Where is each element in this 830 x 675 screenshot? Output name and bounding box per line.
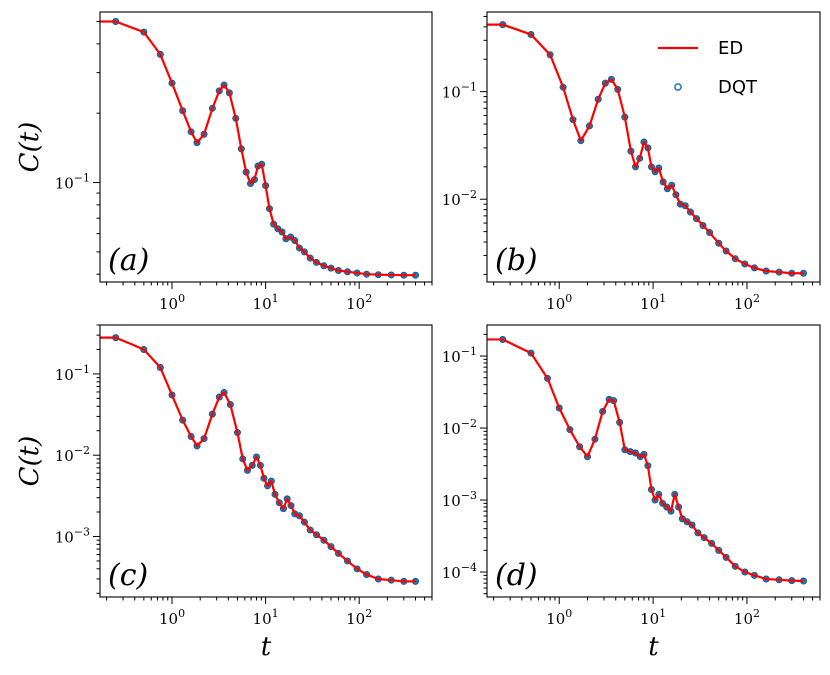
panel-label: (b): [495, 243, 538, 278]
ed-line: [487, 338, 804, 583]
y-axis-label: C(t): [15, 122, 45, 173]
y-tick-label: 10−1: [442, 345, 477, 366]
axes-frame: [99, 324, 433, 598]
axes-frame: [486, 324, 821, 598]
plot-area: [100, 18, 420, 279]
y-tick-label: 10−2: [55, 444, 90, 465]
axes-frame: [486, 11, 821, 283]
panel-c: 100 101 102 10−1 10−2 10−3 (c) C(t) t: [15, 324, 433, 662]
axes-frame: [99, 11, 433, 283]
ed-line: [487, 23, 804, 275]
y-tick-label: 10−4: [442, 561, 477, 582]
panel-b: 100 101 102 10−1 10−2 (b) ED DQT: [442, 11, 821, 313]
ed-line: [100, 20, 416, 277]
x-tick-label: 100: [159, 292, 185, 313]
plot-area: [487, 335, 807, 585]
panel-d: 100 101 102 10−1 10−2 10−3 10−4 (d) t: [442, 324, 821, 662]
x-tick-label: 100: [159, 607, 185, 628]
x-tick-label: 102: [734, 292, 760, 313]
y-tick-label: 10−1: [55, 172, 90, 193]
panel-label: (d): [495, 558, 538, 593]
y-tick-label: 10−1: [55, 363, 90, 384]
y-tick-label: 10−1: [442, 81, 477, 102]
plot-area: [487, 21, 807, 277]
panel-label: (a): [108, 243, 149, 278]
x-tick-label: 102: [346, 292, 372, 313]
y-tick-label: 10−2: [442, 417, 477, 438]
x-tick-label: 100: [546, 607, 572, 628]
ed-line: [100, 336, 416, 583]
x-tick-label: 101: [640, 607, 666, 628]
x-axis-label: t: [261, 632, 272, 662]
y-axis-label: C(t): [15, 436, 45, 487]
y-tick-label: 10−3: [55, 525, 90, 546]
legend-label: ED: [718, 38, 743, 59]
y-tick-label: 10−2: [442, 188, 477, 209]
legend-label: DQT: [718, 77, 758, 98]
y-tick-label: 10−3: [442, 489, 477, 510]
x-tick-label: 101: [253, 607, 279, 628]
x-axis-label: t: [648, 632, 659, 662]
legend-swatch-dqt: [674, 83, 682, 91]
x-tick-label: 101: [253, 292, 279, 313]
x-tick-label: 102: [734, 607, 760, 628]
legend: ED DQT: [658, 38, 758, 98]
x-tick-label: 102: [346, 607, 372, 628]
plot-area: [100, 334, 420, 585]
x-tick-label: 100: [546, 292, 572, 313]
x-tick-label: 101: [640, 292, 666, 313]
panel-a: 100 101 102 10−1 (a) C(t): [15, 11, 433, 313]
panel-label: (c): [108, 558, 148, 593]
